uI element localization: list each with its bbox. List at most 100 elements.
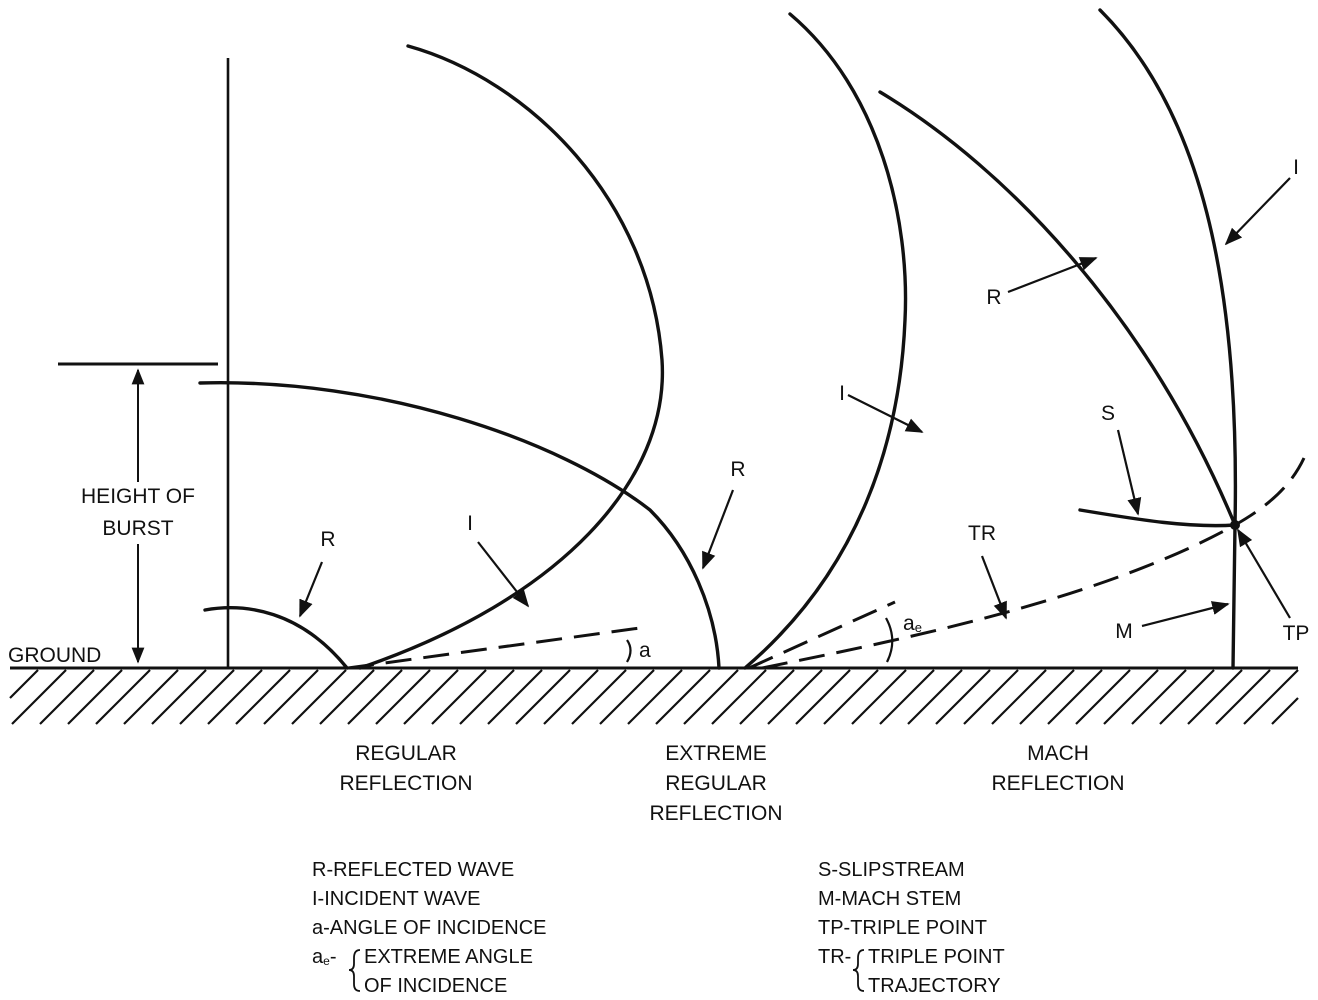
hatch-line (1215, 669, 1271, 725)
extreme-incident-wave (743, 12, 908, 670)
hatch-line (851, 669, 907, 725)
hatch-line (11, 669, 67, 725)
legend-tr-prefix: TR- (818, 946, 851, 968)
hatch-line (991, 669, 1047, 725)
mach-i-arrow-upper (1224, 177, 1291, 246)
extreme-r-arrow (701, 489, 735, 570)
caption-regular-line-2: REFLECTION (339, 772, 472, 795)
hatch-line (739, 669, 795, 725)
height-of-burst-label-1: HEIGHT OF (81, 485, 195, 508)
hatch-line (1243, 669, 1299, 725)
mach-reflected-wave (878, 90, 1237, 527)
hatch-line (375, 669, 431, 725)
legend-ae-line-1: EXTREME ANGLE (364, 946, 533, 968)
hatch-line (515, 669, 571, 725)
legend-ae-line-2: OF INCIDENCE (364, 975, 507, 997)
hatch-line (487, 669, 543, 725)
extreme-i-arrow (847, 394, 924, 433)
hatch-line (1187, 669, 1243, 725)
slipstream (1078, 508, 1237, 528)
legend-triple-point: TP-TRIPLE POINT (818, 917, 987, 939)
mach-r-label: R (986, 286, 1001, 309)
hatch-line (39, 669, 95, 725)
hatch-line (907, 669, 963, 725)
ground-label: GROUND (8, 644, 101, 667)
tr-arrow (980, 555, 1008, 620)
hatch-line (263, 669, 319, 725)
caption-extreme-line-3: REFLECTION (649, 802, 782, 825)
hatch-line (823, 669, 879, 725)
hatch-line (543, 669, 599, 725)
caption-mach-line-2: REFLECTION (991, 772, 1124, 795)
hatch-line (459, 669, 515, 725)
regular-r-arrow (298, 561, 324, 618)
legend-left: R-REFLECTED WAVE I-INCIDENT WAVE a-ANGLE… (312, 859, 546, 997)
caption-regular-reflection: REGULAR REFLECTION (339, 742, 472, 795)
mach-stem (1231, 523, 1237, 670)
regular-reflected-wave (203, 606, 349, 670)
hatch-line (571, 669, 627, 725)
height-of-burst-label-2: BURST (102, 517, 173, 540)
extreme-r-label: R (730, 458, 745, 481)
hatch-line (431, 669, 487, 725)
hatch-line (1103, 669, 1159, 725)
tr-label: TR (968, 522, 996, 545)
regular-incidence-line (347, 626, 641, 670)
hatch-line (627, 669, 683, 725)
triple-point-arrow (1237, 528, 1291, 619)
hatch-line (67, 669, 123, 725)
caption-mach-line-1: MACH (1027, 742, 1089, 765)
legend-tr-line-1: TRIPLE POINT (868, 946, 1005, 968)
hatch-line (95, 669, 151, 725)
mach-stem-label: M (1115, 620, 1133, 643)
legend-slipstream: S-SLIPSTREAM (818, 859, 965, 881)
hatch-line (1131, 669, 1187, 725)
hatch-line (151, 669, 207, 725)
angle-a-label: a (639, 639, 651, 662)
hatch-line (1271, 697, 1299, 725)
regular-r-label: R (320, 528, 335, 551)
caption-extreme-line-1: EXTREME (665, 742, 767, 765)
legend-mach-stem: M-MACH STEM (818, 888, 961, 910)
slipstream-arrow (1116, 429, 1142, 516)
hatch-line (1047, 669, 1103, 725)
hatch-line (347, 669, 403, 725)
hatch-line (1159, 669, 1215, 725)
hatch-line (207, 669, 263, 725)
hatch-line (879, 669, 935, 725)
slipstream-label: S (1101, 402, 1115, 425)
hatch-line (291, 669, 347, 725)
caption-extreme-line-2: REGULAR (665, 772, 767, 795)
hatch-line (935, 669, 991, 725)
legend-tr-line-2: TRAJECTORY (868, 975, 1001, 997)
legend-right: S-SLIPSTREAM M-MACH STEM TP-TRIPLE POINT… (818, 859, 1005, 997)
mach-incident-wave (1098, 8, 1238, 527)
hatch-line (795, 669, 851, 725)
legend-ae-brace (348, 949, 361, 992)
hatch-line (655, 669, 711, 725)
hatch-line (599, 669, 655, 725)
angle-a-arc (626, 639, 632, 663)
regular-i-label: I (467, 512, 473, 535)
caption-mach-reflection: MACH REFLECTION (991, 742, 1124, 795)
hatch-line (963, 669, 1019, 725)
legend-tr-brace (852, 949, 865, 992)
hatch-line (235, 669, 291, 725)
mach-i-label: I (1293, 156, 1299, 179)
mach-stem-arrow (1141, 601, 1230, 628)
legend-incident-wave: I-INCIDENT WAVE (312, 888, 481, 910)
mach-r-arrow (1007, 256, 1098, 294)
angle-ae-label: ae (903, 612, 922, 635)
hatch-line (179, 669, 235, 725)
triple-point-trajectory (761, 457, 1306, 670)
triple-point-marker (1230, 520, 1240, 530)
extreme-incidence-line (748, 600, 896, 670)
regular-incident-wave (358, 44, 665, 670)
hatch-line (1019, 669, 1075, 725)
regular-i-arrow (477, 541, 530, 608)
hatch-line (123, 669, 179, 725)
caption-extreme-regular-reflection: EXTREME REGULAR REFLECTION (649, 742, 782, 825)
hatch-line (9, 669, 39, 699)
extreme-i-label: I (839, 382, 845, 405)
